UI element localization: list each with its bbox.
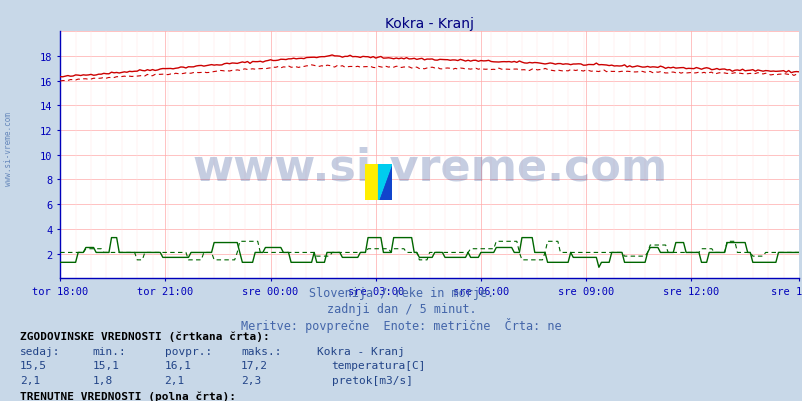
Text: 2,1: 2,1 [20, 375, 40, 385]
Text: www.si-vreme.com: www.si-vreme.com [3, 111, 13, 185]
Text: 2,3: 2,3 [241, 375, 261, 385]
Text: 2,1: 2,1 [164, 375, 184, 385]
Text: www.si-vreme.com: www.si-vreme.com [192, 146, 666, 189]
Text: 17,2: 17,2 [241, 360, 268, 371]
Bar [365, 164, 379, 200]
Text: ZGODOVINSKE VREDNOSTI (črtkana črta):: ZGODOVINSKE VREDNOSTI (črtkana črta): [20, 331, 269, 341]
Text: Slovenija / reke in morje.: Slovenija / reke in morje. [309, 287, 493, 300]
Text: maks.:: maks.: [241, 346, 281, 356]
Polygon shape [379, 164, 391, 200]
Text: Kokra - Kranj: Kokra - Kranj [317, 346, 404, 356]
Text: 15,5: 15,5 [20, 360, 47, 371]
Title: Kokra - Kranj: Kokra - Kranj [385, 17, 473, 31]
Text: povpr.:: povpr.: [164, 346, 212, 356]
Text: TRENUTNE VREDNOSTI (polna črta):: TRENUTNE VREDNOSTI (polna črta): [20, 391, 236, 401]
Text: pretok[m3/s]: pretok[m3/s] [331, 375, 412, 385]
Text: Meritve: povprečne  Enote: metrične  Črta: ne: Meritve: povprečne Enote: metrične Črta:… [241, 317, 561, 332]
Text: min.:: min.: [92, 346, 126, 356]
Text: 15,1: 15,1 [92, 360, 119, 371]
Text: 16,1: 16,1 [164, 360, 192, 371]
Text: temperatura[C]: temperatura[C] [331, 360, 426, 371]
Text: zadnji dan / 5 minut.: zadnji dan / 5 minut. [326, 302, 476, 315]
Text: sedaj:: sedaj: [20, 346, 60, 356]
Text: 1,8: 1,8 [92, 375, 112, 385]
Polygon shape [379, 164, 391, 200]
